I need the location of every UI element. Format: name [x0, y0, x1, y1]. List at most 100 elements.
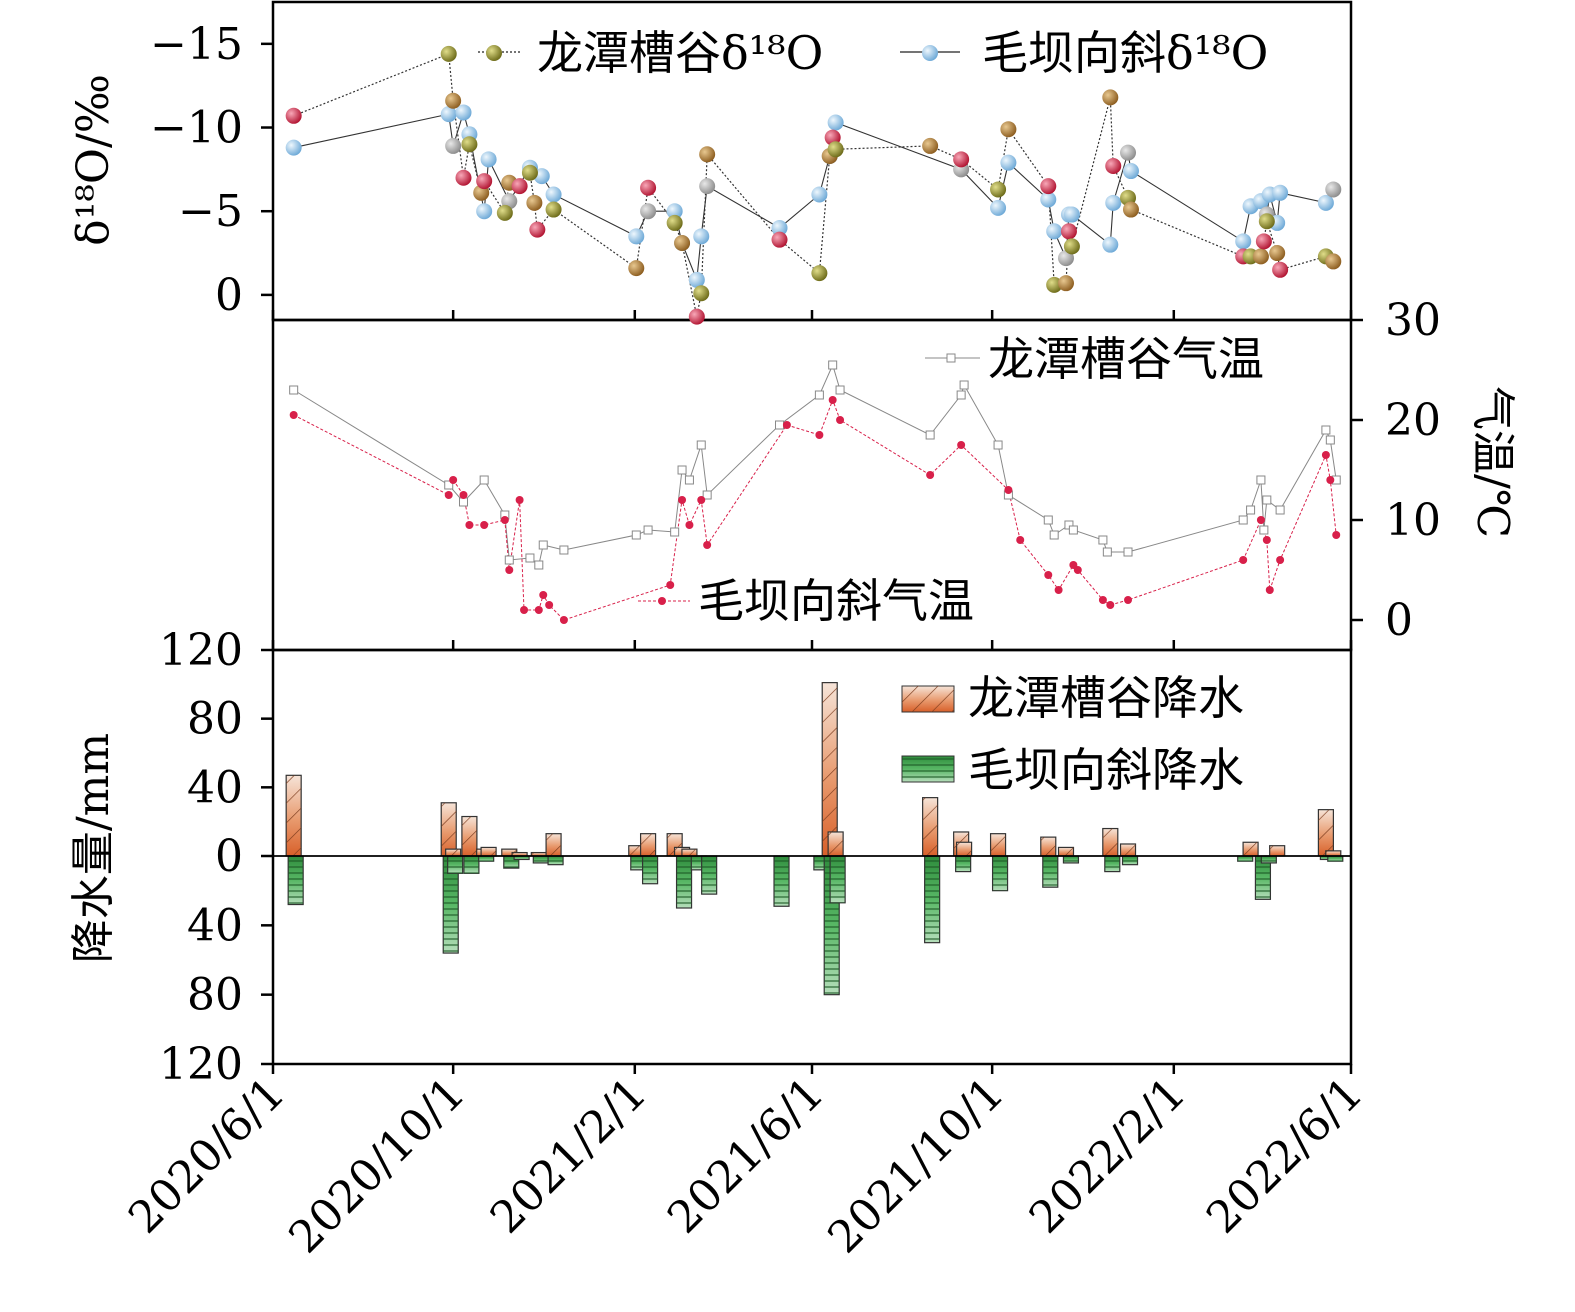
lt-d18o-point [827, 141, 844, 158]
lt-precip-bar-hatch [441, 802, 457, 856]
lt-precip-bar-hatch [1243, 842, 1259, 856]
mb-precip-bar-hatch [774, 856, 790, 907]
mb-precip-bar-hatch [992, 856, 1008, 891]
temperature-legend: 龙潭槽谷气温 毛坝向斜气温 [638, 332, 1264, 628]
precipitation-y-tick-label: 80 [187, 694, 243, 745]
temperature-axis-title: 气温/℃ [1467, 386, 1518, 538]
lt-temp-point [828, 360, 838, 370]
lt-precip-bar-hatch [1102, 828, 1118, 856]
mb-temp-point [289, 411, 298, 419]
mb-d18o-point [476, 203, 493, 220]
precipitation-y-tick-label: 0 [215, 831, 243, 882]
mb-temp-point [559, 616, 568, 624]
lt-temp-point [1275, 505, 1285, 515]
mb-temp-point [1124, 596, 1133, 604]
lt-d18o-point [640, 179, 657, 196]
lt-precip-bar-hatch [1318, 809, 1334, 856]
lt-temp-point [1262, 495, 1272, 505]
mb-precip-bar-hatch [1237, 856, 1253, 862]
lt-temp-point [835, 385, 845, 395]
lt-d18o-point [771, 231, 788, 248]
mb-precip-bar-hatch [1042, 856, 1058, 888]
mb-d18o-point [1235, 233, 1252, 250]
lt-d18o-point [1122, 201, 1139, 218]
mb-d18o-point [1040, 191, 1057, 208]
mb-temp-point [1044, 571, 1053, 579]
lt-d18o-point [455, 169, 472, 186]
mb-precip-bar-hatch [955, 856, 971, 872]
mb-precip-bar-hatch [1063, 856, 1079, 863]
d18o-y-tick-label: −5 [178, 186, 243, 237]
lt-temp-point [534, 560, 544, 570]
mb-precip-bar-hatch [514, 856, 530, 860]
precipitation-y-tick-label: 120 [159, 625, 243, 676]
lt-temp-point [538, 540, 548, 550]
mb-d18o-point [1046, 223, 1063, 240]
lt-precip-bar-hatch [640, 833, 656, 856]
lt-d18o-point [688, 308, 705, 325]
lt-d18o-point [521, 164, 538, 181]
lt-temp-point [631, 530, 641, 540]
legend-marker-mb-temp [658, 597, 666, 605]
mb-temp-point [1004, 486, 1013, 494]
mb-d18o-point [990, 199, 1007, 216]
mb-temp-point [1016, 536, 1025, 544]
mb-temp-point [836, 416, 845, 424]
lt-precip-bar-hatch [990, 833, 1006, 856]
lt-d18o-point [1269, 245, 1286, 262]
mb-precip-bar-hatch [447, 856, 463, 874]
lt-precip-bar-hatch [461, 816, 477, 856]
mb-d18o-point [545, 186, 562, 203]
lt-temp-point [670, 527, 680, 537]
mb-d18o-point [455, 104, 472, 121]
mb-temp-point [534, 606, 543, 614]
lt-precip-bar-hatch [628, 845, 644, 856]
mb-d18o-point [1102, 236, 1119, 253]
precipitation-legend: 龙潭槽谷降水 毛坝向斜降水 [901, 671, 1244, 797]
temperature-plot [289, 360, 1341, 624]
lt-temp-point [959, 380, 969, 390]
lt-d18o-point [811, 265, 828, 282]
mb-precip-bar-hatch [1104, 856, 1120, 872]
lt-d18o-point [511, 178, 528, 195]
lt-precip-bar-hatch [481, 847, 497, 856]
lt-temp-point [643, 525, 653, 535]
lt-d18o-point [1272, 261, 1289, 278]
lt-temp-point [684, 475, 694, 485]
lt-temp-point [559, 545, 569, 555]
d18o-axis-title: δ¹⁸O/‰ [68, 74, 119, 246]
mb-temp-point [1265, 586, 1274, 594]
mb-temp-point [1239, 556, 1248, 564]
lt-d18o-point [1258, 213, 1275, 230]
legend-marker-lt-temp [946, 353, 956, 363]
lt-precip-bar-hatch [956, 842, 972, 856]
lt-d18o-point [445, 92, 462, 109]
lt-precip-bar-hatch [1058, 847, 1074, 856]
lt-precip-bar-hatch [1269, 845, 1285, 856]
mb-precip-bar-hatch [443, 856, 459, 954]
mb-precip-bar-hatch [1327, 856, 1343, 862]
mb-temp-point [678, 496, 687, 504]
d18o-legend: 龙潭槽谷δ¹⁸O 毛坝向斜δ¹⁸O [478, 26, 1268, 80]
lt-d18o-point [529, 221, 546, 238]
lt-d18o-point [990, 181, 1007, 198]
mb-d18o-point [1063, 206, 1080, 223]
mb-precip-bar-hatch [642, 856, 658, 884]
lt-d18o-point [693, 285, 710, 302]
lt-precip-bar-hatch [512, 852, 528, 856]
mb-temp-point [539, 591, 548, 599]
mb-temp-point [1073, 566, 1082, 574]
lt-temp-point [1049, 530, 1059, 540]
temperature-y-tick-label: 10 [1385, 495, 1441, 546]
lt-temp-point [1043, 515, 1053, 525]
mb-d18o-point [445, 137, 462, 154]
mb-d18o-point [628, 228, 645, 245]
lt-precip-bar-hatch [1040, 837, 1056, 856]
d18o-y-tick-label: −10 [150, 103, 243, 154]
temperature-y-tick-label: 0 [1385, 595, 1413, 646]
lt-temp-point [289, 385, 299, 395]
mb-d18o-point [693, 228, 710, 245]
lt-temp-point [1321, 425, 1331, 435]
lt-precip-bar-hatch [531, 852, 547, 856]
